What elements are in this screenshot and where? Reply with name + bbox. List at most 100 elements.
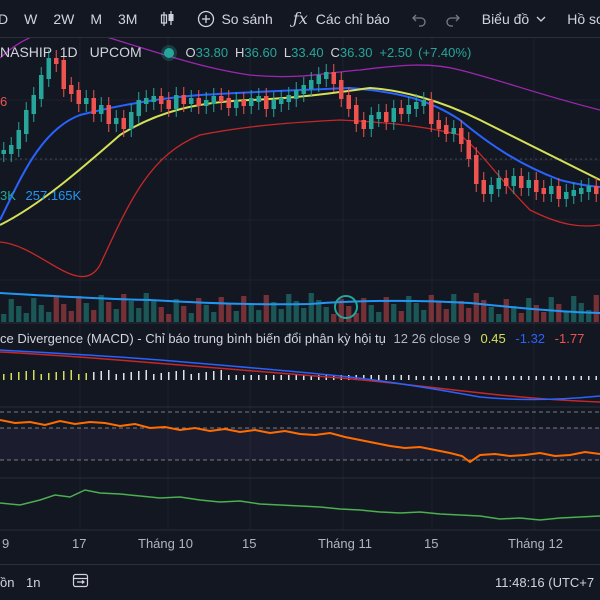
high-value: 36.60: [244, 45, 277, 60]
macd-histogram: [3, 370, 597, 380]
redo-icon: [446, 14, 460, 27]
volume-value: 3K: [0, 188, 16, 203]
macd-params: 12 26 close 9: [393, 331, 471, 346]
profile-button[interactable]: Hồ sơ: [567, 10, 600, 27]
candle-body: [564, 192, 569, 199]
chart-template-label: Biểu đồ: [481, 10, 530, 27]
macd-legend[interactable]: ce Divergence (MACD) - Chỉ báo trung bìn…: [0, 331, 584, 346]
interval-daily-button[interactable]: D: [0, 10, 9, 27]
candle-body: [466, 140, 471, 159]
candle-body: [354, 105, 359, 124]
candle-body: [129, 112, 134, 129]
clock-timezone[interactable]: 11:48:16 (UTC+7: [495, 575, 595, 590]
undo-button[interactable]: [402, 0, 436, 38]
undo-icon: [411, 14, 426, 27]
volume-bar: [541, 312, 547, 322]
symbol-legend[interactable]: NASHIP 1D UPCOM O33.80 H36.60 L33.40 C36…: [0, 44, 471, 60]
candle-body: [496, 178, 501, 189]
volume-bar: [458, 301, 464, 322]
volume-bar: [496, 314, 502, 322]
open-label: O: [185, 45, 196, 60]
candle-body: [61, 60, 66, 89]
time-label-17: 17: [72, 536, 86, 551]
candlestick-series: [1, 50, 599, 207]
interval-monthly-button[interactable]: M: [90, 10, 103, 27]
volume-bar: [31, 298, 37, 322]
candle-style-button[interactable]: [149, 0, 185, 38]
volume-bar: [383, 297, 389, 322]
macd-signal-value: -1.77: [554, 331, 585, 346]
candle-body: [369, 115, 374, 129]
volume-bar: [121, 294, 127, 322]
redo-button[interactable]: [436, 0, 470, 38]
candlestick-icon: [161, 10, 174, 26]
volume-bar: [16, 306, 22, 322]
candle-body: [459, 128, 464, 144]
candle-body: [54, 58, 59, 64]
chart-toolbar: D W 2W M 3M So sánh ƒx Các chỉ báo: [0, 0, 600, 38]
compare-button[interactable]: So sánh: [189, 0, 280, 38]
volume-series: [1, 293, 599, 322]
date-range-button[interactable]: [72, 573, 90, 592]
candle-body: [84, 98, 89, 104]
volume-bar: [443, 309, 449, 322]
volume-bar: [271, 302, 277, 322]
candle-body: [489, 185, 494, 194]
candle-body: [114, 118, 119, 124]
time-label-thang-11: Tháng 11: [318, 536, 372, 551]
range-button-partial[interactable]: ồn: [0, 575, 15, 590]
volume-bar: [533, 305, 539, 322]
close-label: C: [330, 45, 340, 60]
candle-body: [309, 80, 314, 89]
range-button-1n[interactable]: 1n: [26, 575, 41, 590]
volume-bar: [91, 310, 97, 322]
volume-bar: [68, 311, 74, 322]
volume-bar: [413, 303, 419, 322]
indicators-button[interactable]: ƒx Các chỉ báo: [285, 0, 398, 38]
volume-bar: [331, 314, 337, 322]
candle-body: [279, 98, 284, 104]
candle-body: [99, 105, 104, 114]
interval-3m-button[interactable]: 3M: [118, 10, 138, 27]
change-value: +2.50: [379, 45, 413, 60]
volume-bar: [488, 307, 494, 322]
symbol-exchange: UPCOM: [89, 44, 142, 60]
volume-bar: [436, 302, 442, 322]
candle-body: [294, 90, 299, 99]
volume-bar: [368, 305, 374, 322]
interval-2w-button[interactable]: 2W: [53, 10, 75, 27]
market-status-dot: [163, 48, 174, 59]
volume-bar: [301, 308, 307, 322]
candle-body: [511, 176, 516, 186]
volume-bar: [263, 295, 269, 322]
change-percent: (+7.40%): [418, 45, 472, 60]
interval-weekly-button[interactable]: W: [24, 10, 38, 27]
candle-body: [376, 112, 381, 119]
bollinger-upper-line: [0, 38, 600, 111]
candle-body: [121, 118, 126, 129]
volume-bar: [278, 309, 284, 322]
volume-bar: [1, 314, 7, 322]
macd-title: ce Divergence (MACD) - Chỉ báo trung bìn…: [0, 331, 386, 346]
volume-bar: [481, 300, 487, 322]
volume-bar: [593, 295, 599, 322]
candle-body: [414, 102, 419, 109]
volume-bar: [391, 304, 397, 322]
price-chart-canvas[interactable]: 9 17 Tháng 10 15 Tháng 11 15 Tháng 12: [0, 38, 600, 564]
chart-template-button[interactable]: Biểu đồ: [474, 0, 555, 38]
volume-bar: [451, 294, 457, 322]
time-label-thang-10: Tháng 10: [138, 536, 193, 551]
candle-body: [406, 105, 411, 114]
candle-body: [204, 100, 209, 106]
volume-legend[interactable]: 3K 257.165K: [0, 188, 81, 203]
candle-body: [211, 96, 216, 104]
candle-body: [519, 176, 524, 188]
function-icon: ƒx: [292, 9, 308, 28]
volume-bar: [233, 311, 239, 322]
volume-bar: [196, 298, 202, 322]
volume-bar: [98, 295, 104, 322]
candle-body: [159, 96, 164, 104]
open-value: 33.80: [195, 45, 229, 60]
highlight-circle: [334, 295, 358, 319]
plus-circle-icon: [198, 10, 215, 27]
